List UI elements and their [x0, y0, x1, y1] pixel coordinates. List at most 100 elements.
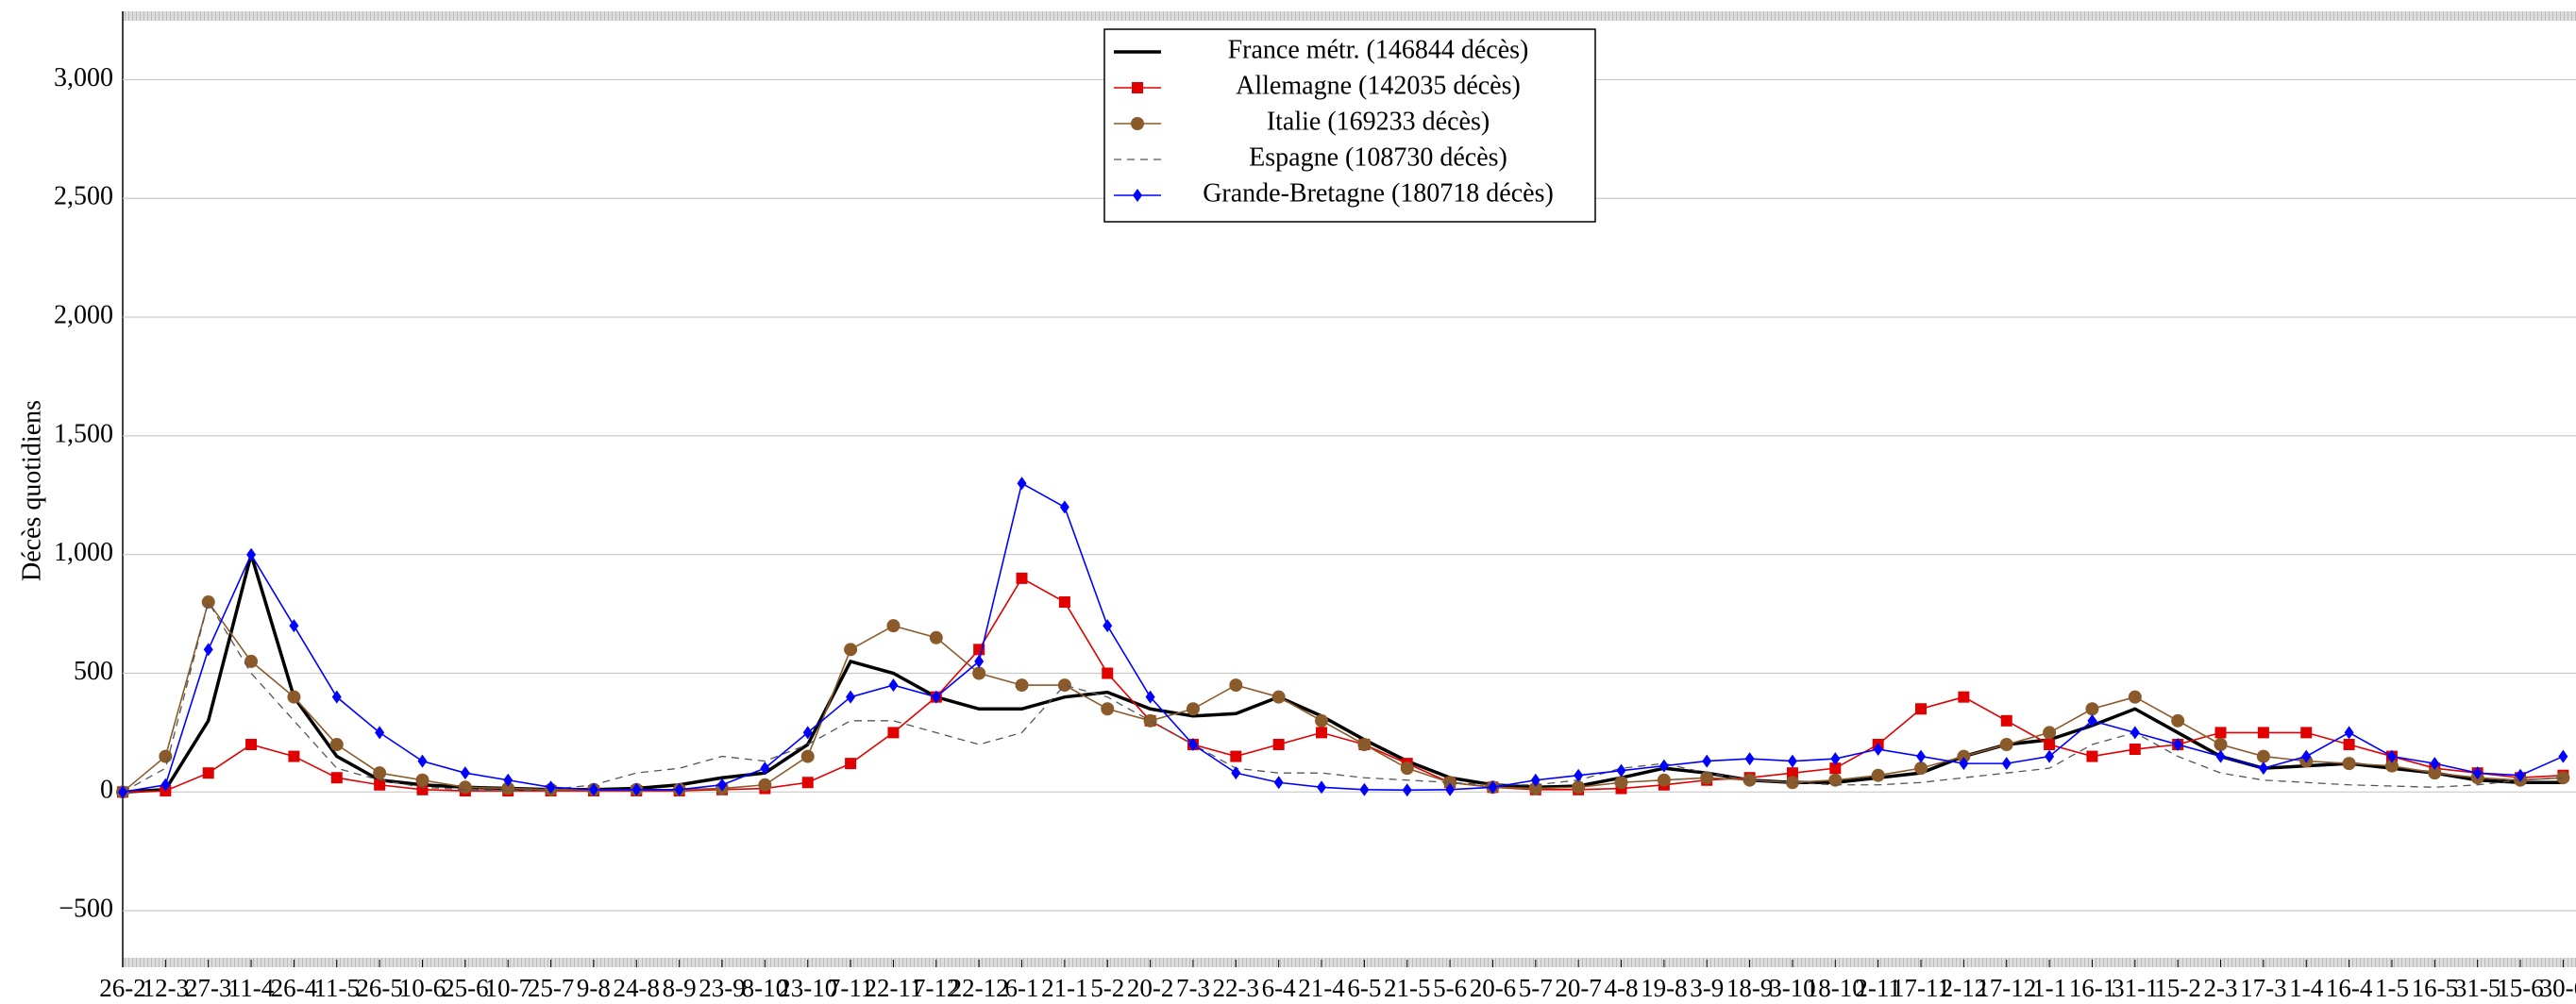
- marker: [2472, 766, 2483, 780]
- x-tick-label: 5-2: [1090, 974, 1124, 1002]
- marker: [503, 773, 514, 787]
- x-tick-label: 30-6: [2540, 974, 2576, 1002]
- marker: [2556, 771, 2570, 785]
- marker: [1959, 757, 1969, 771]
- marker: [1871, 768, 1885, 782]
- x-tick-label: 1-5: [2375, 974, 2409, 1002]
- x-tick-label: 8-9: [663, 974, 697, 1002]
- x-tick-label: 23-10: [778, 974, 837, 1002]
- marker: [886, 619, 901, 633]
- series: [118, 477, 2568, 799]
- x-tick-label: 2-3: [2204, 974, 2238, 1002]
- marker: [2214, 727, 2227, 739]
- marker: [2301, 749, 2312, 763]
- series-line: [122, 577, 2564, 794]
- x-tick-label: 19-8: [1641, 974, 1688, 1002]
- x-tick-label: 11-5: [314, 974, 361, 1002]
- marker: [1016, 572, 1028, 584]
- marker: [1488, 780, 1498, 795]
- marker: [2430, 757, 2440, 771]
- marker: [2045, 749, 2055, 763]
- x-tick-label: 2-12: [1941, 974, 1988, 1002]
- x-tick-label: 5-7: [1519, 974, 1553, 1002]
- x-tick-label: 10-7: [484, 974, 531, 1002]
- marker: [2043, 726, 2057, 740]
- marker: [201, 595, 215, 610]
- marker: [2085, 702, 2099, 716]
- marker: [801, 777, 814, 789]
- marker: [417, 754, 428, 768]
- marker: [1017, 477, 1027, 491]
- y-tick-label: 500: [74, 657, 113, 686]
- y-axis-label: Décès quotidiens: [17, 400, 46, 581]
- x-tick-label: 5-6: [1433, 974, 1467, 1002]
- x-tick-label: 7-3: [1176, 974, 1210, 1002]
- x-tick-label: 17-11: [1892, 974, 1950, 1002]
- marker: [1958, 691, 1970, 703]
- marker: [331, 690, 342, 704]
- marker: [1187, 737, 1198, 751]
- legend-label: Italie (169233 décès): [1267, 107, 1490, 136]
- x-tick-label: 26-2: [99, 974, 146, 1002]
- series: [117, 572, 2569, 798]
- legend-label: France métr. (146844 décès): [1228, 35, 1529, 64]
- marker: [1658, 759, 1669, 773]
- x-tick-label: 16-5: [2412, 974, 2459, 1002]
- x-tick-label: 31-5: [2454, 974, 2501, 1002]
- x-tick-label: 12-3: [143, 974, 190, 1002]
- marker: [118, 785, 127, 799]
- marker: [2386, 749, 2397, 763]
- marker: [1828, 773, 1843, 787]
- x-tick-label: 21-4: [1298, 974, 1345, 1002]
- marker: [1829, 762, 1842, 775]
- x-tick-label: 16-1: [2069, 974, 2116, 1002]
- marker: [1271, 690, 1286, 704]
- marker: [1702, 754, 1712, 768]
- marker: [2558, 749, 2568, 763]
- marker: [2215, 749, 2226, 763]
- marker: [1316, 727, 1328, 739]
- x-tick-label: 22-12: [950, 974, 1009, 1002]
- x-tick-label: 3-9: [1690, 974, 1724, 1002]
- x-tick-label: 24-8: [614, 974, 661, 1002]
- x-tick-label: 7-11: [828, 974, 874, 1002]
- series: [122, 600, 2564, 793]
- marker: [972, 666, 986, 680]
- x-tick-label: 18-9: [1726, 974, 1774, 1002]
- marker: [887, 727, 900, 739]
- marker: [1873, 743, 1883, 757]
- y-tick-label: 2,000: [54, 300, 113, 329]
- x-tick-label: 22-11: [864, 974, 922, 1002]
- x-tick-label: 1-4: [2289, 974, 2323, 1002]
- marker: [674, 782, 684, 796]
- marker: [2044, 738, 2056, 750]
- marker: [974, 654, 985, 668]
- series-line: [122, 600, 2564, 793]
- marker: [800, 749, 815, 763]
- marker: [375, 726, 385, 740]
- marker: [1131, 117, 1144, 130]
- marker: [246, 547, 257, 561]
- x-tick-label: 1-1: [2032, 974, 2066, 1002]
- marker: [2171, 713, 2185, 728]
- legend-label: Allemagne (142035 décès): [1236, 71, 1521, 100]
- marker: [1957, 749, 1971, 763]
- marker: [2128, 690, 2142, 704]
- marker: [1786, 767, 1798, 779]
- marker: [1315, 713, 1329, 728]
- marker: [1133, 189, 1142, 202]
- marker: [844, 643, 858, 657]
- marker: [2001, 757, 2012, 771]
- marker: [1272, 738, 1285, 750]
- x-tick-label: 6-5: [1347, 974, 1381, 1002]
- marker: [1528, 781, 1542, 795]
- marker: [2342, 757, 2356, 771]
- marker: [374, 778, 386, 791]
- x-tick-label: 4-8: [1605, 974, 1639, 1002]
- legend-box: [1103, 28, 1596, 223]
- marker: [1700, 771, 1714, 785]
- marker: [458, 780, 472, 795]
- x-tick-label: 26-5: [356, 974, 403, 1002]
- marker: [802, 726, 813, 740]
- x-tick-label: 16-4: [2326, 974, 2373, 1002]
